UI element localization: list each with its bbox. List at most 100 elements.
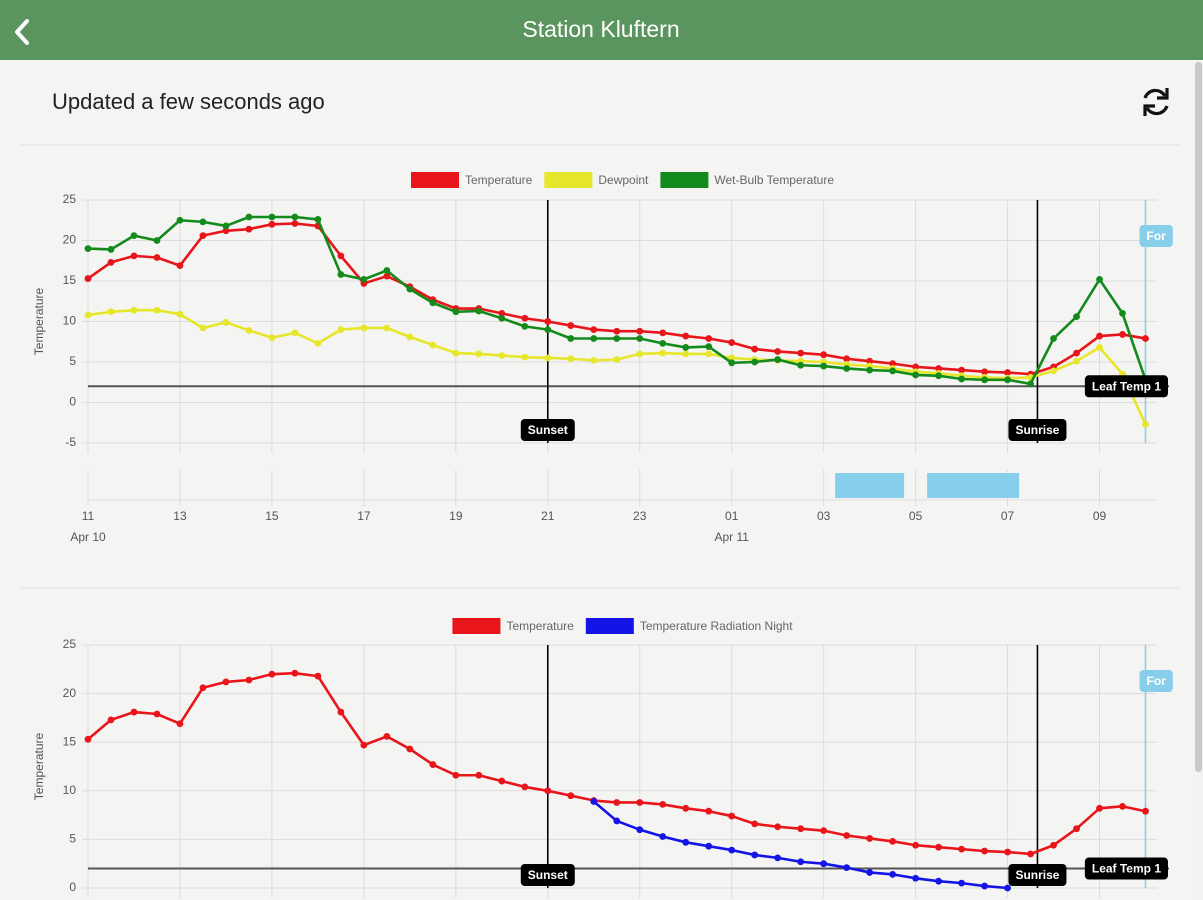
data-point <box>1119 331 1126 338</box>
data-point <box>889 360 897 368</box>
data-point <box>544 787 552 795</box>
line-tag-label: Sunrise <box>1015 423 1059 437</box>
data-point <box>1096 344 1103 351</box>
legend-label: Temperature Radiation Night <box>640 619 793 633</box>
data-point <box>728 354 736 362</box>
data-point <box>199 684 207 692</box>
data-point <box>1096 332 1103 340</box>
data-point <box>636 350 644 358</box>
data-point <box>682 332 690 340</box>
data-point <box>475 307 483 315</box>
data-point <box>728 359 736 367</box>
data-point <box>751 820 759 828</box>
data-point <box>935 372 943 380</box>
line-tag-label: For <box>1147 674 1167 688</box>
data-point <box>521 353 529 361</box>
data-point <box>199 218 207 226</box>
data-point <box>544 354 552 362</box>
data-point <box>222 222 230 230</box>
data-point <box>912 363 920 371</box>
scrollbar[interactable] <box>1195 62 1202 772</box>
data-point <box>1142 335 1149 342</box>
data-point <box>912 371 920 379</box>
data-point <box>797 361 805 369</box>
data-point <box>866 357 874 365</box>
data-point <box>705 807 713 815</box>
data-point <box>1119 310 1126 317</box>
data-point <box>107 308 115 316</box>
data-point <box>130 306 138 314</box>
data-point <box>176 216 184 224</box>
data-point <box>613 356 621 363</box>
y-axis-label: Temperature <box>32 732 46 800</box>
data-point <box>912 874 920 882</box>
data-point <box>659 329 667 337</box>
data-point <box>544 318 552 325</box>
data-point <box>659 801 667 808</box>
back-button[interactable] <box>15 19 29 45</box>
data-point <box>245 676 253 684</box>
refresh-head <box>1157 88 1169 100</box>
data-point <box>820 860 828 868</box>
line-tag-label: Sunrise <box>1015 868 1059 882</box>
data-point <box>360 324 368 332</box>
y-tick-label: 10 <box>63 783 77 797</box>
legend-swatch <box>660 172 709 188</box>
data-point <box>268 213 276 221</box>
data-point <box>107 246 115 253</box>
data-point <box>314 339 322 347</box>
line-tag-label: Sunset <box>528 423 568 437</box>
data-point <box>682 350 690 358</box>
data-point <box>314 216 322 223</box>
data-point <box>107 258 115 266</box>
data-point <box>843 365 851 372</box>
data-point <box>636 335 644 342</box>
legend: Temperature Temperature Radiation Night <box>452 618 793 634</box>
y-tick-label: 0 <box>69 395 76 409</box>
data-point <box>268 220 276 228</box>
data-point <box>337 252 345 260</box>
data-point <box>728 846 736 854</box>
data-point <box>383 272 391 280</box>
refresh-button[interactable] <box>1143 88 1169 116</box>
data-point <box>176 262 184 270</box>
data-point <box>406 745 414 753</box>
data-point <box>130 252 138 260</box>
data-point <box>360 741 368 749</box>
data-point <box>429 299 437 307</box>
data-point <box>774 854 782 862</box>
data-point <box>222 318 230 326</box>
data-point <box>682 838 690 846</box>
data-point <box>1027 850 1034 858</box>
data-point <box>659 833 667 840</box>
data-point <box>843 355 851 363</box>
data-point <box>751 358 759 366</box>
line-tag-label: Leaf Temp 1 <box>1092 862 1161 876</box>
refresh-arc <box>1143 88 1167 99</box>
data-point <box>797 825 805 833</box>
data-point <box>222 678 230 686</box>
data-point <box>521 783 529 791</box>
data-point <box>567 355 575 363</box>
refresh-arc <box>1145 105 1169 116</box>
data-point <box>291 329 299 337</box>
data-point <box>84 311 92 319</box>
data-point <box>866 366 874 374</box>
data-point <box>705 335 713 342</box>
line-tag <box>1139 225 1173 247</box>
data-point <box>682 344 690 351</box>
data-point <box>935 843 943 851</box>
x-tick-label: 21 <box>541 509 555 523</box>
data-point <box>774 823 782 831</box>
line-tag-label: Sunset <box>528 868 568 882</box>
data-point <box>130 232 138 240</box>
data-point <box>958 879 965 887</box>
x-tick-label: 01 <box>725 509 739 523</box>
data-point <box>774 356 782 363</box>
data-point <box>820 351 828 359</box>
data-point <box>636 327 644 335</box>
date-label: Apr 11 <box>714 530 749 544</box>
x-tick-label: 19 <box>449 509 463 523</box>
